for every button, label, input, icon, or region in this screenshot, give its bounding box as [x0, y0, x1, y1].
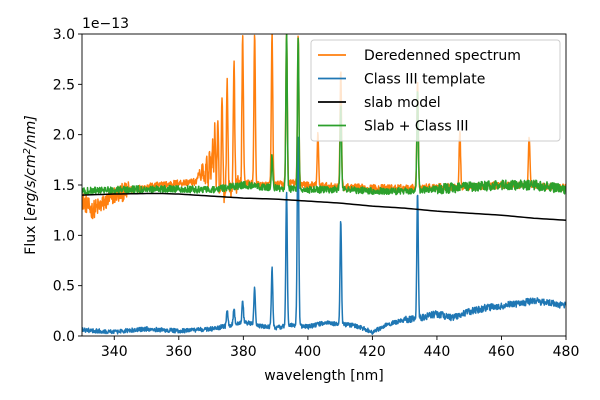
y-tick-label: 0.5 — [53, 279, 75, 295]
y-axis-label: Flux [erg/s/cm2/nm] — [22, 115, 39, 254]
x-tick-label: 340 — [101, 344, 128, 360]
legend-label: Class III template — [364, 72, 485, 88]
y-axis-label-suffix: /nm] — [23, 115, 39, 150]
x-tick-label: 460 — [488, 344, 515, 360]
series-line-slab-class-iii — [82, 34, 566, 196]
legend-box — [310, 39, 561, 142]
x-tick-label: 400 — [294, 344, 321, 360]
y-offset-label: 1e−13 — [82, 16, 129, 32]
x-axis-label: wavelength [nm] — [264, 368, 383, 384]
y-tick-label: 1.0 — [53, 228, 75, 244]
series-line-slab-model — [82, 192, 566, 221]
y-axis-label-prefix: Flux [ — [23, 216, 39, 255]
y-axis-label-exponent: 2 — [22, 148, 33, 154]
legend: Deredenned spectrum Class III template sla… — [310, 39, 561, 142]
y-tick-label: 2.0 — [53, 128, 75, 144]
x-tick-label: 440 — [424, 344, 451, 360]
y-tick-label: 2.5 — [53, 77, 75, 93]
legend-label: Slab + Class III — [364, 119, 469, 135]
y-axis-ticks: 0.0 0.5 1.0 1.5 2.0 2.5 3.0 — [53, 27, 82, 345]
y-axis-label-unit: erg/s/cm — [23, 154, 39, 215]
x-tick-label: 480 — [553, 344, 580, 360]
legend-label: Deredenned spectrum — [364, 48, 521, 64]
x-tick-label: 360 — [165, 344, 192, 360]
x-axis-ticks: 340 360 380 400 420 440 460 480 — [101, 336, 579, 360]
x-tick-label: 380 — [230, 344, 257, 360]
series-line-class-iii-template — [82, 136, 566, 335]
x-tick-label: 420 — [359, 344, 386, 360]
y-tick-label: 0.0 — [53, 329, 75, 345]
series-layer — [82, 34, 566, 335]
legend-label: slab model — [364, 95, 441, 111]
y-tick-label: 3.0 — [53, 27, 75, 43]
y-tick-label: 1.5 — [53, 178, 75, 194]
